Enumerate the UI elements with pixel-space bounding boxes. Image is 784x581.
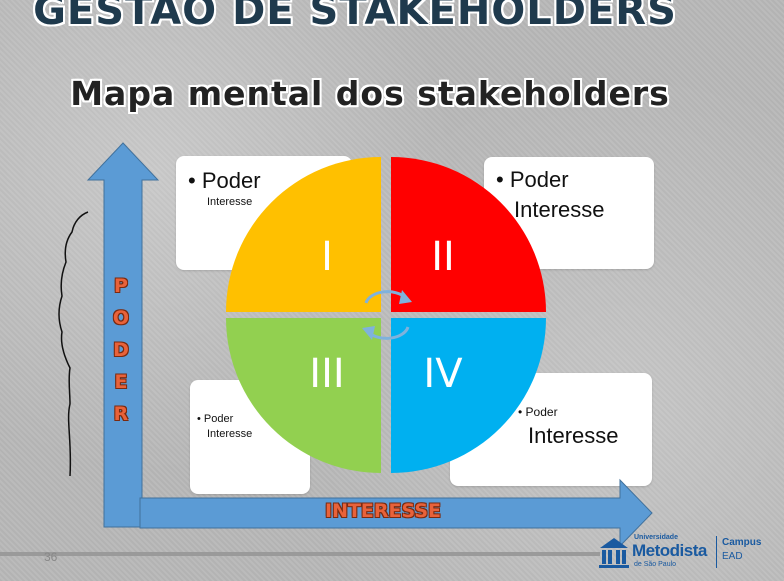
quadrant-numeral-iii: III bbox=[309, 351, 344, 397]
bottom-rule bbox=[0, 552, 600, 556]
x-axis-arrow bbox=[139, 478, 653, 548]
logo-ead: EAD bbox=[722, 551, 743, 562]
y-axis-letter: O bbox=[112, 307, 130, 329]
bullet-icon: • bbox=[518, 405, 523, 419]
card-bottom-right-poder: Poder bbox=[525, 405, 558, 419]
logo-campus: Campus bbox=[722, 537, 762, 548]
logo-university: Universidade bbox=[634, 534, 678, 541]
y-axis-arrow bbox=[86, 142, 160, 528]
institution-logo: Universidade Metodista de São Paulo Camp… bbox=[598, 532, 778, 572]
logo-separator bbox=[716, 536, 717, 568]
slide-title: GESTÃO DE STAKEHOLDERS bbox=[33, 0, 677, 34]
quadrant-numeral-i: I bbox=[321, 234, 333, 280]
bullet-icon: • bbox=[197, 413, 201, 425]
logo-location: de São Paulo bbox=[634, 561, 677, 568]
slide-subtitle: Mapa mental dos stakeholders bbox=[70, 74, 670, 113]
card-bottom-left-interesse: Interesse bbox=[207, 428, 253, 440]
y-axis-label: P O D E R bbox=[110, 270, 132, 430]
bullet-icon: • bbox=[496, 167, 504, 192]
institution-logo-icon bbox=[599, 538, 629, 568]
page-number: 36 bbox=[44, 550, 58, 564]
bullet-icon: • bbox=[188, 168, 196, 193]
quadrant-iv-shape bbox=[391, 318, 546, 473]
y-axis-letter: E bbox=[114, 371, 128, 393]
quadrant-i-shape bbox=[226, 157, 381, 312]
y-axis-letter: P bbox=[114, 275, 128, 297]
x-axis-label: INTERESSE bbox=[325, 500, 442, 522]
quadrant-numeral-ii: II bbox=[431, 234, 455, 280]
logo-name: Metodista bbox=[632, 541, 707, 560]
cycle-arrows-icon bbox=[362, 290, 412, 340]
y-axis-letter: D bbox=[113, 339, 129, 361]
card-top-left-interesse: Interesse bbox=[207, 196, 253, 208]
quadrant-iii-shape bbox=[226, 318, 381, 473]
card-bottom-right-interesse: Interesse bbox=[528, 423, 619, 448]
card-top-right-interesse: Interesse bbox=[514, 197, 605, 222]
quadrant-ii-shape bbox=[391, 157, 546, 312]
hand-drawn-line bbox=[58, 211, 89, 477]
card-top-right-poder: Poder bbox=[509, 167, 569, 192]
card-bottom-left-poder: Poder bbox=[203, 413, 234, 425]
card-top-left-poder: Poder bbox=[201, 168, 261, 193]
y-axis-letter: R bbox=[113, 403, 129, 425]
quadrant-numeral-iv: IV bbox=[423, 351, 463, 397]
